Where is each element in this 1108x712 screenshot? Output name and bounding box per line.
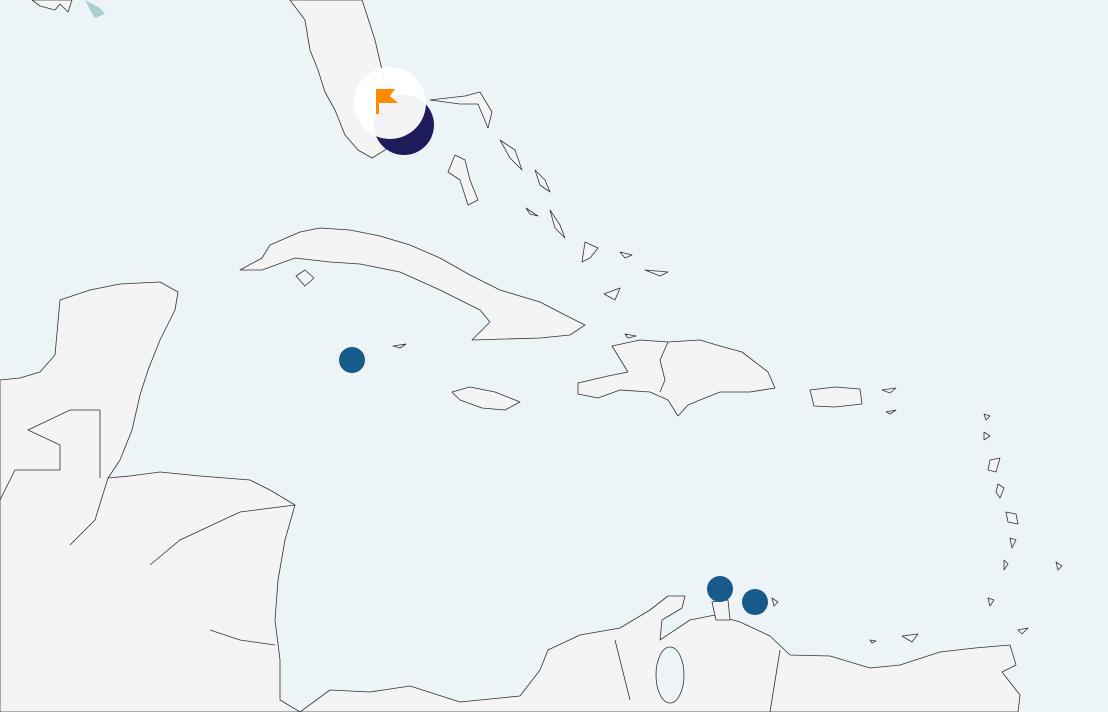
land-lesser-antilles: [711, 387, 1063, 644]
map-marker[interactable]: [339, 347, 365, 373]
land-isla-juventud: [295, 269, 315, 287]
country-borders: [0, 409, 781, 712]
land-puerto-rico: [809, 386, 863, 408]
land-mexico-central-america: [0, 281, 301, 712]
land-bahamas: [392, 91, 669, 349]
selected-marker[interactable]: [354, 67, 434, 155]
flag-icon: [376, 89, 398, 114]
lake-maracaibo: [655, 646, 685, 704]
land-south-america: [299, 595, 1021, 712]
land-cuba: [239, 227, 586, 341]
land-jamaica: [451, 386, 521, 411]
map-marker[interactable]: [707, 576, 733, 602]
land-hispaniola: [577, 339, 776, 417]
border-haiti-dr: [659, 341, 669, 393]
shallow-bank: [85, 0, 105, 18]
map-marker[interactable]: [742, 589, 768, 615]
land-bahamas-top: [31, 0, 73, 13]
